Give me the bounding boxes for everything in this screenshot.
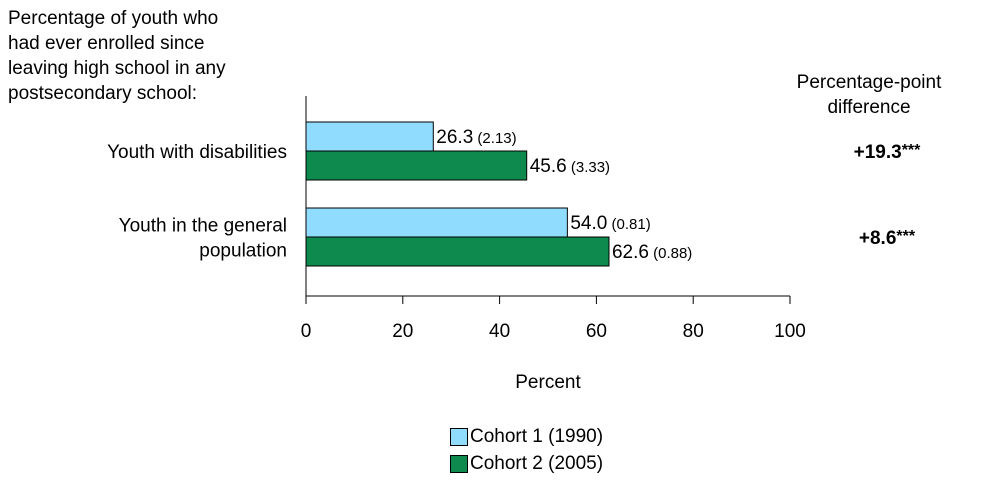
data-label: 62.6 (0.88) <box>612 242 692 263</box>
bar <box>305 236 610 267</box>
bar <box>305 150 528 181</box>
legend-swatch <box>450 454 468 473</box>
difference-header-line: Percentage-point <box>796 72 942 93</box>
legend-swatch <box>450 427 468 446</box>
stub-title-line: postsecondary school: <box>8 83 198 104</box>
x-tick-label: 0 <box>301 321 312 342</box>
bar <box>305 207 568 238</box>
bar-chart: 0 20 40 60 80 100 Percent Youth with disabiliti… <box>107 96 922 393</box>
legend-label: Cohort 1 (1990) <box>470 425 604 447</box>
stub-title-line: Percentage of youth who <box>8 8 219 29</box>
data-label: 45.6 (3.33) <box>530 156 610 177</box>
x-tick-label: 20 <box>392 321 413 342</box>
stub-title-line: leaving high school in any <box>8 58 226 79</box>
stub-title-line: had ever enrolled since <box>8 33 205 54</box>
legend-item-cohort-2: Cohort 2 (2005) <box>450 450 603 477</box>
category-label: population <box>199 241 287 262</box>
category-label: Youth in the general <box>119 216 287 237</box>
x-tick-label: 60 <box>586 321 607 342</box>
x-tick-label: 100 <box>774 321 806 342</box>
data-label: 54.0 (0.81) <box>570 213 650 234</box>
x-axis-title: Percent <box>515 372 581 393</box>
x-tick-label: 40 <box>489 321 510 342</box>
difference-value: +8.6*** <box>859 228 916 249</box>
legend: Cohort 1 (1990) Cohort 2 (2005) <box>450 423 603 477</box>
bar <box>305 121 434 152</box>
difference-value: +19.3*** <box>854 142 922 163</box>
category-label: Youth with disabilities <box>107 142 287 163</box>
difference-header: Percentage-point difference <box>760 70 978 120</box>
stub-title: Percentage of youth who had ever enrolle… <box>8 6 308 106</box>
difference-header-line: difference <box>827 97 911 118</box>
x-tick-label: 80 <box>683 321 704 342</box>
legend-item-cohort-1: Cohort 1 (1990) <box>450 423 603 450</box>
data-label: 26.3 (2.13) <box>436 127 516 148</box>
legend-label: Cohort 2 (2005) <box>470 452 604 474</box>
